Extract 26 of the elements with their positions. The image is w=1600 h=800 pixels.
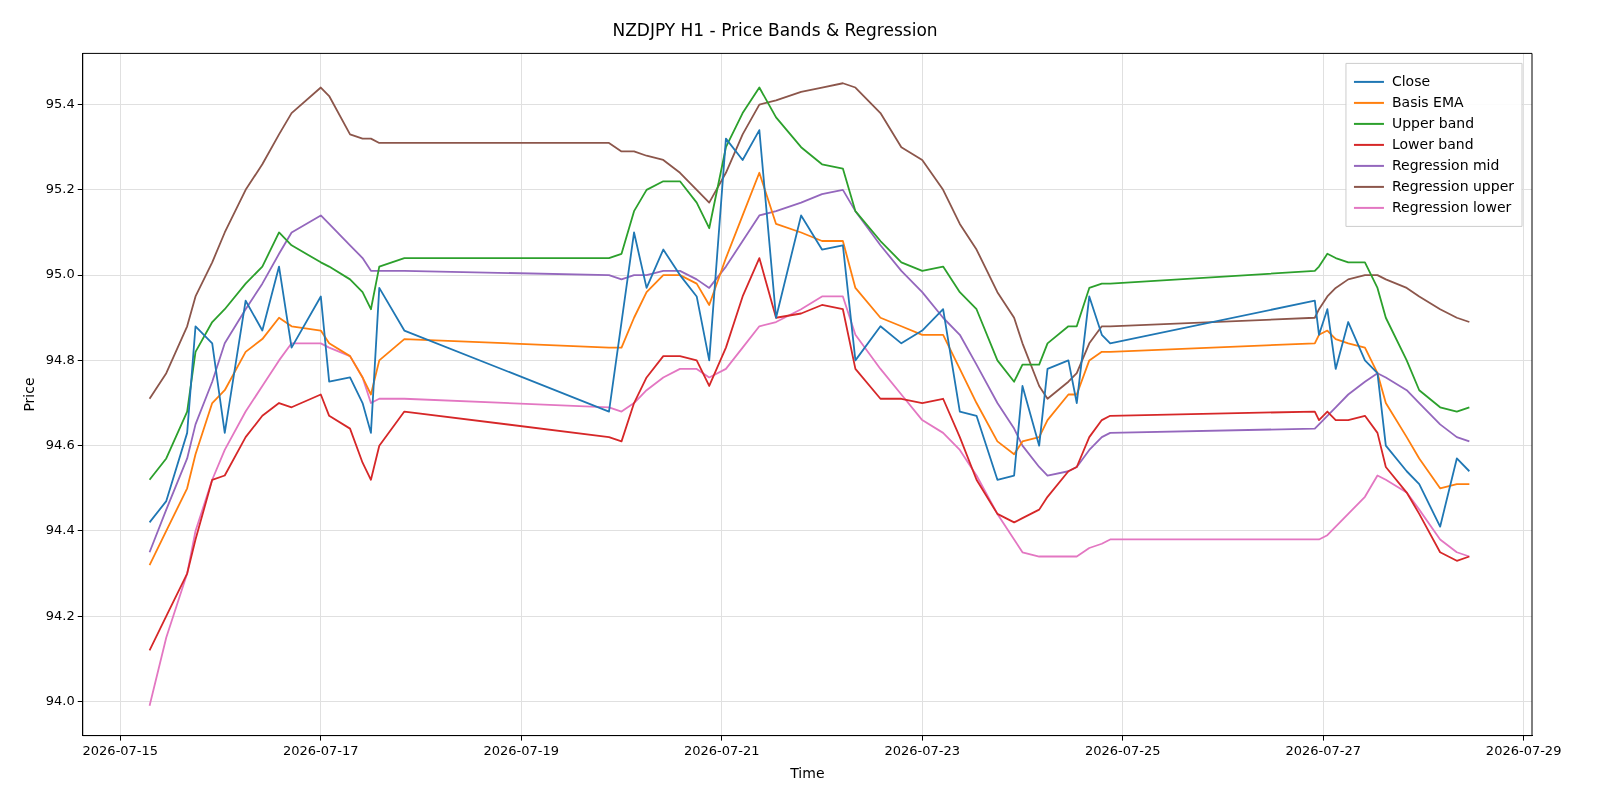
y-axis-title: Price (21, 377, 38, 412)
legend-label: Regression upper (1391, 177, 1515, 194)
legend-label: Upper band (1391, 114, 1475, 131)
x-tick-label: 2026-07-17 (283, 742, 359, 758)
x-tick-label: 2026-07-29 (1485, 742, 1562, 758)
legend-label: Regression mid (1391, 156, 1500, 173)
y-tick-label: 94.2 (45, 607, 75, 623)
chart-title: NZDJPY H1 - Price Bands & Regression (612, 19, 938, 40)
legend-label: Lower band (1391, 135, 1474, 152)
x-tick-label: 2026-07-23 (884, 742, 961, 758)
x-tick-label: 2026-07-25 (1084, 742, 1161, 758)
y-tick-label: 95.4 (45, 95, 75, 111)
x-tick-label: 2026-07-21 (683, 742, 760, 758)
y-tick-label: 94.0 (45, 692, 75, 708)
y-tick-label: 94.6 (45, 437, 75, 453)
legend-label: Regression lower (1391, 198, 1512, 215)
y-tick-label: 95.0 (45, 266, 75, 282)
y-tick-label: 95.2 (45, 181, 75, 197)
x-axis-title: Time (789, 765, 825, 782)
y-tick-label: 94.4 (45, 522, 75, 538)
x-tick-label: 2026-07-15 (82, 742, 159, 758)
y-tick-label: 94.8 (45, 351, 75, 367)
legend-label: Basis EMA (1391, 93, 1464, 110)
legend-label: Close (1391, 72, 1431, 89)
x-tick-label: 2026-07-19 (483, 742, 560, 758)
x-tick-label: 2026-07-27 (1285, 742, 1361, 758)
